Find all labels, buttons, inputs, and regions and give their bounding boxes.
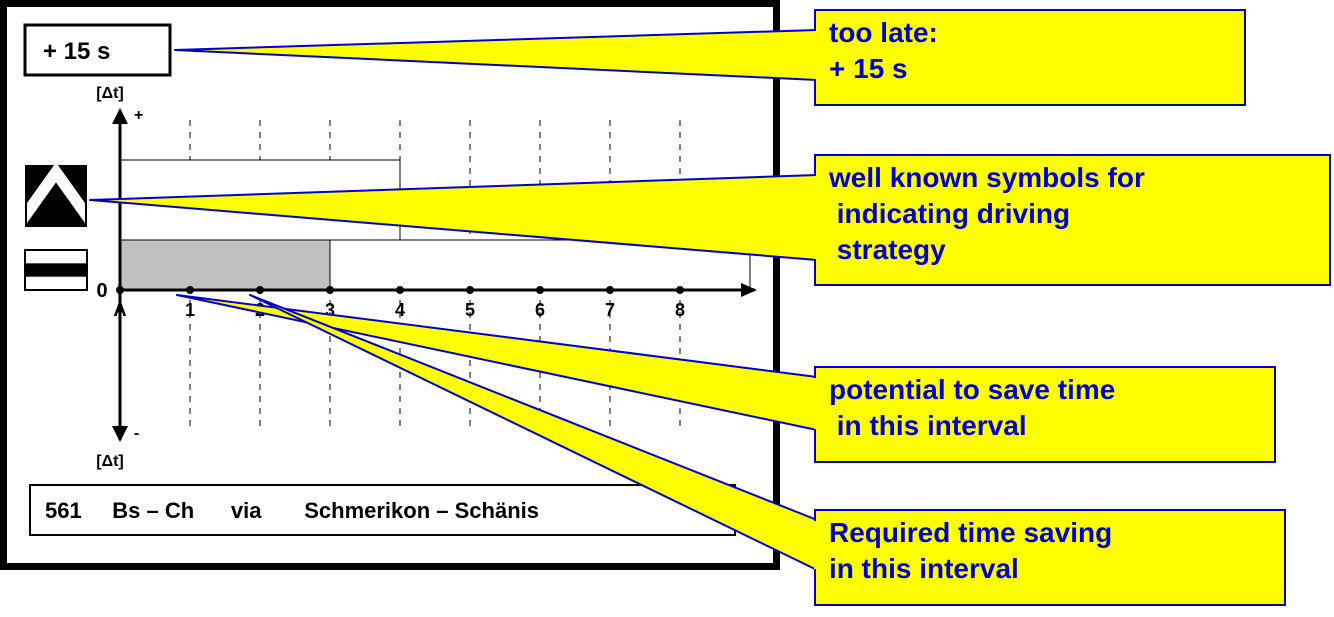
route-text: 561 Bs – Ch via Schmerikon – Schänis	[45, 498, 539, 523]
callout-text: too late:	[829, 17, 938, 48]
axis-dot	[396, 286, 404, 294]
callout-text: potential to save time	[829, 374, 1115, 405]
axis-label-top: [Δt]	[96, 85, 123, 102]
callout-join-mask	[814, 176, 818, 259]
axis-label-bottom: [Δt]	[96, 453, 123, 470]
callout-text: + 15 s	[829, 53, 908, 84]
axis-dot	[326, 286, 334, 294]
callout-join-mask	[814, 521, 818, 569]
tick-label: 5	[465, 300, 475, 320]
status-text: + 15 s	[43, 38, 110, 65]
callout-join-mask	[814, 31, 818, 79]
axis-plus: +	[134, 107, 143, 124]
axis-dot	[536, 286, 544, 294]
bar-symbol-stripe	[25, 263, 87, 276]
axis-dot	[256, 286, 264, 294]
axis-dot	[606, 286, 614, 294]
callout-text: in this interval	[829, 410, 1027, 441]
axis-zero: 0	[96, 280, 107, 302]
callout-text: indicating driving	[829, 198, 1070, 229]
callout-text: Required time saving	[829, 517, 1112, 548]
axis-minus: -	[134, 425, 139, 442]
axis-dot	[676, 286, 684, 294]
tick-label: 4	[395, 300, 405, 320]
callout-text: well known symbols for	[828, 162, 1145, 193]
callout-join-mask	[814, 378, 818, 429]
tick-label: 1	[185, 300, 195, 320]
axis-dot	[116, 286, 124, 294]
callout-text: in this interval	[829, 553, 1019, 584]
tick-label: 6	[535, 300, 545, 320]
axis-dot	[186, 286, 194, 294]
lower-bar-shaded	[120, 240, 330, 290]
tick-label: 8	[675, 300, 685, 320]
callout-text: strategy	[829, 234, 946, 265]
axis-dot	[466, 286, 474, 294]
tick-label: 7	[605, 300, 615, 320]
